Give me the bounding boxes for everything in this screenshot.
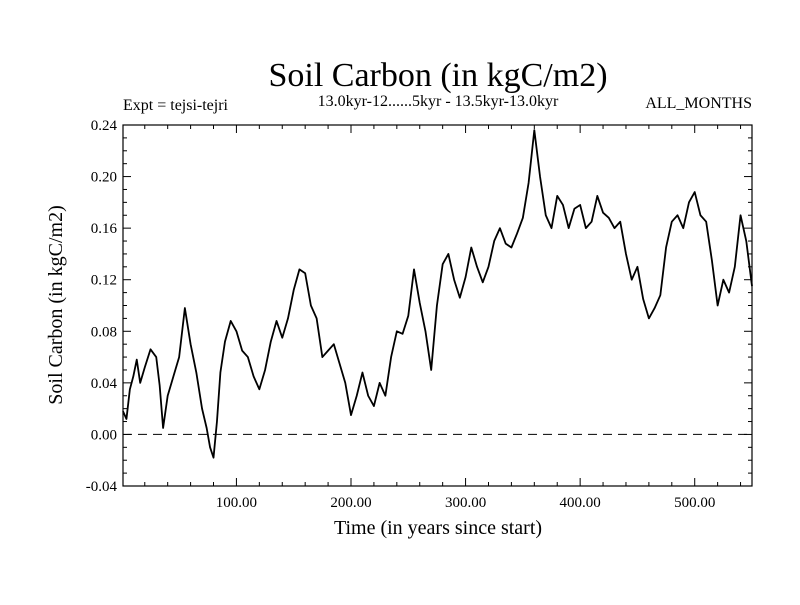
x-tick-label: 400.00	[560, 495, 601, 511]
y-tick-label: 0.04	[91, 376, 118, 392]
x-axis-label: Time (in years since start)	[334, 517, 542, 539]
x-axis-ticks: 100.00 200.00 300.00 400.00 500.00	[144, 125, 742, 511]
y-tick-label: 0.20	[91, 170, 117, 186]
y-tick-label: 0.16	[91, 221, 118, 237]
months-label: ALL_MONTHS	[645, 95, 752, 112]
chart-title: Soil Carbon (in kgC/m2)	[268, 57, 607, 94]
plot-frame	[122, 124, 753, 487]
y-tick-label: 0.12	[91, 273, 117, 289]
period-label: 13.0kyr-12......5kyr - 13.5kyr-13.0kyr	[318, 93, 559, 110]
x-tick-label: 500.00	[674, 495, 715, 511]
y-tick-label: -0.04	[86, 479, 118, 495]
series-group	[122, 129, 753, 459]
x-tick-label: 300.00	[445, 495, 486, 511]
experiment-label: Expt = tejsi-tejri	[123, 97, 229, 114]
y-axis-ticks: -0.04 0.00 0.04 0.08 0.12 0.16 0.20 0.24	[86, 118, 752, 495]
y-tick-label: 0.00	[91, 427, 117, 443]
x-tick-label: 100.00	[216, 495, 257, 511]
y-axis-label: Soil Carbon (in kgC/m2)	[45, 205, 67, 404]
y-tick-label: 0.08	[91, 324, 117, 340]
x-tick-label: 200.00	[330, 495, 371, 511]
y-tick-label: 0.24	[91, 118, 118, 134]
series-line-tejsi-tejri	[122, 129, 753, 459]
